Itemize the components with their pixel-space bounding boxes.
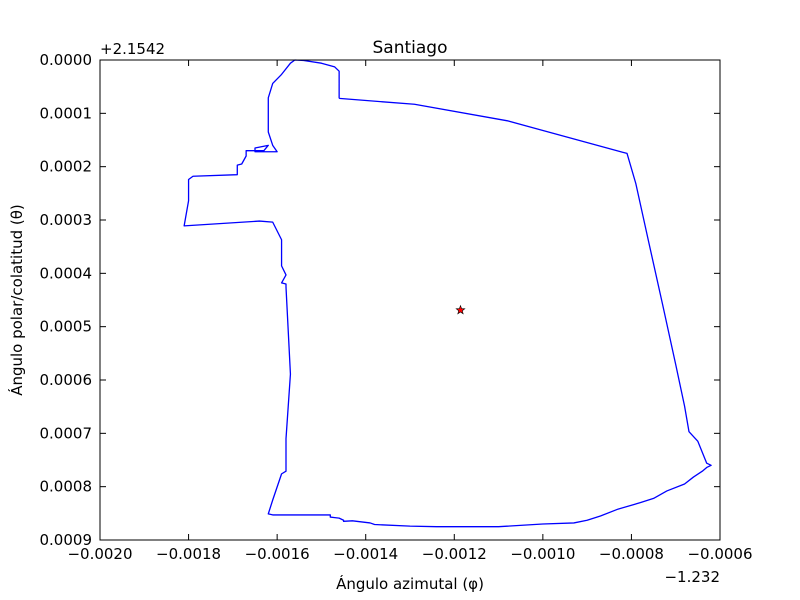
y-tick-label: 0.0001 bbox=[40, 104, 93, 122]
y-tick-label: 0.0002 bbox=[40, 158, 93, 176]
x-tick-label: −0.0012 bbox=[422, 545, 487, 563]
plot-area bbox=[183, 59, 712, 528]
y-tick-label: 0.0003 bbox=[40, 211, 93, 229]
chart-title: Santiago bbox=[373, 38, 448, 58]
x-tick-label: −0.0020 bbox=[67, 545, 132, 563]
y-tick-label: 0.0005 bbox=[40, 318, 93, 336]
axis-ticks: −0.0020 −0.0018 −0.0016 −0.0014 −0.0012 −0.00… bbox=[40, 51, 753, 563]
x-tick-label: −0.0018 bbox=[156, 545, 221, 563]
y-tick-label: 0.0000 bbox=[40, 51, 93, 69]
x-tick-label: −0.0016 bbox=[245, 545, 310, 563]
y-tick-label: 0.0006 bbox=[40, 371, 93, 389]
y-axis-label: Ángulo polar/colatitud (θ) bbox=[7, 204, 26, 396]
y-tick-label: 0.0007 bbox=[40, 424, 93, 442]
x-tick-label: −0.0008 bbox=[599, 545, 664, 563]
x-axis-label: Ángulo azimutal (φ) bbox=[336, 574, 484, 593]
plot-frame bbox=[99, 59, 721, 541]
boundary-line bbox=[183, 59, 712, 528]
center-point-marker bbox=[455, 304, 466, 315]
x-tick-label: −0.0014 bbox=[333, 545, 398, 563]
x-tick-label: −0.0006 bbox=[687, 545, 752, 563]
x-offset-label: −1.232 bbox=[664, 568, 720, 586]
y-tick-label: 0.0008 bbox=[40, 478, 93, 496]
y-tick-label: 0.0009 bbox=[40, 531, 93, 549]
y-tick-label: 0.0004 bbox=[40, 264, 93, 282]
x-tick-label: −0.0010 bbox=[510, 545, 575, 563]
y-offset-label: +2.1542 bbox=[100, 40, 165, 58]
